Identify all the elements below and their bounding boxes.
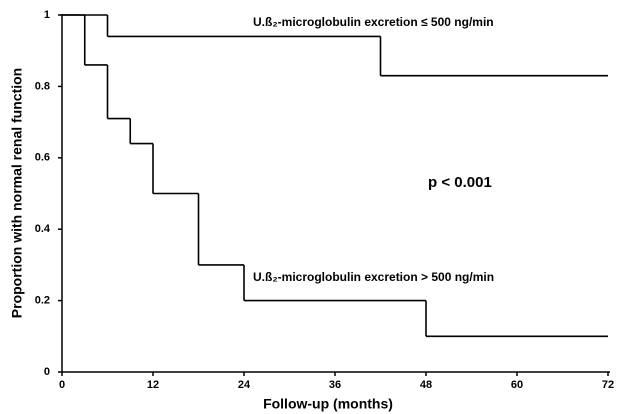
x-tick-label: 0 — [59, 379, 65, 391]
y-axis-title: Proportion with normal renal function — [9, 68, 25, 318]
y-tick-label: 0 — [44, 366, 50, 378]
x-axis-title: Follow-up (months) — [263, 396, 393, 412]
y-tick-label: 0.2 — [35, 295, 50, 307]
y-tick-label: 1 — [44, 9, 50, 21]
series-label: U.ß₂-microglobulin excretion > 500 ng/mi… — [253, 270, 494, 284]
x-tick-label: 72 — [602, 379, 614, 391]
p-value: p < 0.001 — [428, 174, 492, 191]
series-label: U.ß₂-microglobulin excretion ≤ 500 ng/mi… — [253, 15, 494, 29]
x-tick-label: 48 — [420, 379, 432, 391]
x-tick-label: 60 — [511, 379, 523, 391]
y-tick-label: 0.8 — [35, 80, 50, 92]
x-tick-label: 36 — [329, 379, 341, 391]
y-tick-label: 0.4 — [35, 223, 51, 235]
x-tick-label: 24 — [238, 379, 251, 391]
x-tick-label: 12 — [147, 379, 159, 391]
y-tick-label: 0.6 — [35, 152, 50, 164]
